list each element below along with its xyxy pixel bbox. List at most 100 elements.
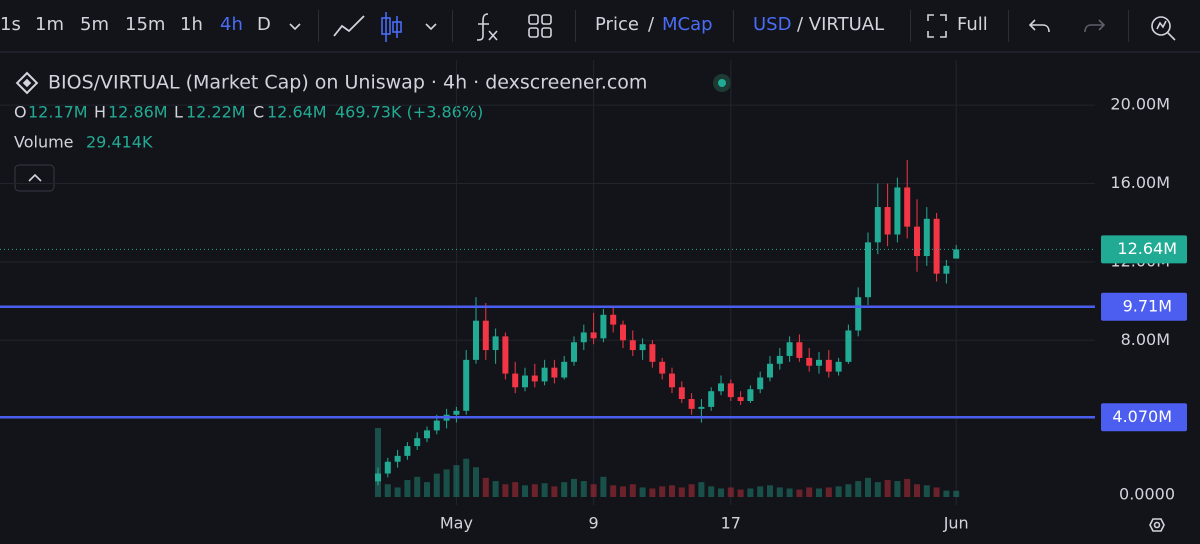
- volume-bar: [796, 489, 803, 497]
- candle-body: [463, 359, 470, 411]
- collapse-icon: [28, 173, 42, 182]
- grid: [0, 60, 1095, 505]
- axes: 20.00M16.00M12.00M8.00M0.0000May917Jun9.…: [440, 95, 1187, 533]
- volume-bar: [394, 487, 401, 497]
- dropdown-icon[interactable]: [288, 12, 302, 40]
- candle-body: [482, 320, 489, 351]
- candle-body: [502, 336, 509, 374]
- candle-body: [776, 355, 783, 364]
- candle-body: [512, 373, 519, 388]
- candle-body: [561, 361, 568, 378]
- candle-chart-icon[interactable]: [380, 12, 404, 42]
- candle-body: [384, 461, 391, 474]
- candle-body: [747, 389, 754, 402]
- volume-bar: [816, 488, 822, 497]
- interval-button[interactable]: 1m: [35, 14, 64, 35]
- volume-bar: [884, 480, 891, 497]
- volume-bar: [443, 469, 450, 497]
- indicators-icon[interactable]: [474, 12, 500, 42]
- volume-bar: [492, 481, 499, 497]
- candle-body: [453, 410, 460, 415]
- volume-bar: [639, 487, 646, 497]
- candle-body: [884, 207, 891, 235]
- volume-bar: [404, 480, 411, 497]
- toggle-separator: /: [648, 14, 655, 35]
- candle-body: [541, 367, 548, 382]
- candle-body: [845, 330, 852, 362]
- volume-bar: [943, 490, 950, 497]
- settings-icon[interactable]: [1149, 518, 1165, 532]
- fullscreen-icon[interactable]: [926, 12, 948, 40]
- candle-body: [590, 332, 597, 339]
- volume-bar: [678, 487, 685, 497]
- candle-body: [433, 420, 440, 431]
- mcap-toggle[interactable]: MCap: [662, 14, 713, 35]
- dropdown-icon[interactable]: [424, 12, 438, 40]
- candle-body: [531, 375, 538, 382]
- fullscreen-button[interactable]: Full: [957, 14, 988, 35]
- volume-bar: [855, 481, 862, 497]
- volume-bar: [580, 481, 587, 497]
- x-tick-label: 9: [589, 514, 599, 533]
- volume-bar: [473, 467, 479, 497]
- candle-body: [414, 438, 421, 447]
- volume-bar: [933, 487, 940, 497]
- volume-bar: [610, 485, 617, 497]
- volume-bar: [874, 482, 881, 497]
- volume-bar: [502, 484, 509, 497]
- candle-body: [620, 324, 626, 341]
- layout-icon[interactable]: [527, 12, 553, 40]
- price-toggle[interactable]: Price: [595, 14, 639, 35]
- usd-toggle[interactable]: USD: [753, 14, 792, 35]
- volume-bar: [737, 489, 744, 497]
- candle-body: [855, 297, 862, 331]
- level-label-box: [1101, 403, 1187, 432]
- candle-body: [914, 226, 920, 257]
- volume-bar: [629, 484, 636, 497]
- volume-bar: [806, 487, 813, 497]
- candle-body: [688, 399, 695, 409]
- candle-body: [718, 383, 724, 392]
- volume-key: Volume: [14, 133, 74, 152]
- candle-body: [727, 383, 734, 398]
- interval-button[interactable]: 4h: [220, 14, 243, 35]
- candle-body: [708, 391, 715, 407]
- volume-bar: [688, 484, 695, 497]
- volume-bar: [414, 476, 421, 497]
- candle-body: [923, 218, 930, 257]
- candle-body: [492, 336, 499, 351]
- interval-button[interactable]: 1h: [180, 14, 203, 35]
- interval-button[interactable]: 1s: [0, 14, 21, 35]
- volume-bar: [835, 486, 842, 497]
- candle-body: [943, 265, 950, 274]
- volume-bar: [424, 482, 430, 497]
- candle-body: [894, 187, 901, 235]
- collapse-button[interactable]: [14, 164, 55, 192]
- candle-body: [375, 473, 381, 482]
- legend-key: L: [174, 103, 183, 122]
- marks: [0, 160, 1095, 497]
- line-chart-icon[interactable]: [332, 12, 366, 40]
- volume-bar: [727, 487, 734, 497]
- volume-bar: [512, 482, 519, 497]
- volume-bar: [953, 490, 960, 497]
- volume-bar: [590, 484, 597, 497]
- y-tick-label: 16.00M: [1110, 173, 1170, 192]
- volume-bar: [482, 477, 489, 497]
- undo-icon[interactable]: [1028, 12, 1052, 40]
- level-label: 4.070M: [1112, 407, 1172, 426]
- interval-button[interactable]: 15m: [125, 14, 166, 35]
- volume-bar: [767, 485, 773, 497]
- volume-bar: [659, 486, 666, 497]
- volume-bar: [894, 481, 901, 497]
- candle-body: [767, 363, 773, 378]
- screenshot-icon[interactable]: [1148, 12, 1178, 42]
- redo-icon[interactable]: [1082, 12, 1106, 40]
- legend-value: 12.22M: [186, 103, 246, 122]
- interval-button[interactable]: D: [257, 14, 271, 35]
- interval-button[interactable]: 5m: [80, 14, 109, 35]
- virtual-toggle[interactable]: / VIRTUAL: [797, 14, 885, 35]
- candle-body: [600, 314, 607, 339]
- volume-bar: [845, 484, 852, 497]
